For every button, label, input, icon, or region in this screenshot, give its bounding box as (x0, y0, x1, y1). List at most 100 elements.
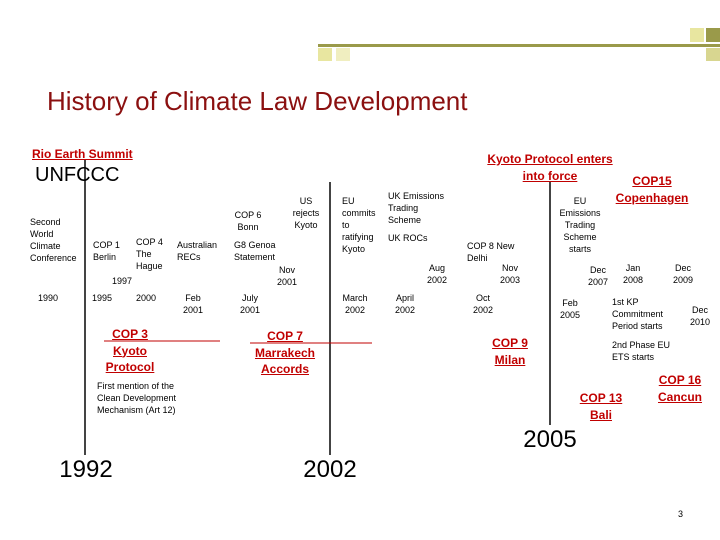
label-line: Second (30, 217, 61, 227)
label-line: 2002 (303, 456, 357, 483)
label-line: COP 4 (136, 237, 163, 247)
label-line: into force (522, 168, 578, 183)
label: Rio Earth Summit (32, 146, 133, 163)
label: US rejects Kyoto (293, 195, 320, 231)
label-line: Marrakech (254, 345, 316, 360)
label-line: Mechanism (Art 12) (97, 405, 176, 415)
label-line: Milan (494, 352, 526, 367)
label-line: UK ROCs (388, 233, 428, 243)
square (706, 48, 720, 61)
label-line: 2001 (276, 277, 298, 287)
label-line: COP 3 (112, 327, 148, 341)
label-line: ratifying (342, 232, 374, 242)
label-line: COP 1 (93, 240, 120, 250)
label-line: Rio Earth Summit (32, 147, 133, 161)
label: COP 16 Cancun (658, 372, 702, 405)
top-band (318, 44, 720, 47)
label-line: Aug (428, 263, 445, 273)
label: EU commits to ratifying Kyoto (342, 195, 376, 255)
label-line: UK Emissions (388, 191, 445, 201)
label: Oct 2002 (473, 292, 493, 316)
label-line: starts (568, 244, 592, 254)
label: Nov 2001 (277, 264, 297, 288)
label-line: 2001 (182, 305, 204, 315)
label: 1997 (112, 275, 132, 287)
label-line: 2000 (136, 293, 157, 303)
label-line: commits (342, 208, 376, 218)
label-line: 2009 (672, 275, 694, 285)
label-line: 2008 (622, 275, 644, 285)
label-line: rejects (292, 208, 320, 218)
label: Feb 2001 (183, 292, 203, 316)
label: 2002 (303, 456, 356, 484)
label-line: March (342, 293, 368, 303)
label-line: COP 6 (234, 210, 262, 220)
label-line: Copenhagen (615, 190, 689, 205)
label-line: COP 8 New (467, 241, 515, 251)
label: UK ROCs (388, 232, 428, 244)
label: EU Emissions Trading Scheme starts (559, 195, 600, 255)
label-line: Feb (562, 298, 578, 308)
label-line: COP 13 (579, 391, 623, 405)
label-line: Bonn (237, 222, 259, 232)
label: 3 (678, 508, 683, 520)
label-line: Jan (625, 263, 641, 273)
label-line: Berlin (93, 252, 117, 262)
label: 1990 (38, 292, 58, 304)
label-line: Accords (260, 362, 310, 376)
label-line: World (30, 229, 54, 239)
label-line: 1997 (112, 276, 133, 286)
label: COP 7 Marrakech Accords (255, 328, 315, 378)
label-line: 1995 (92, 293, 113, 303)
label-line: April (395, 293, 414, 303)
square (336, 48, 350, 61)
label: July 2001 (240, 292, 260, 316)
label-line: to (342, 220, 350, 230)
label-line: Dec (589, 265, 606, 275)
label-line: COP15 (632, 174, 672, 188)
label: COP 13 Bali (580, 390, 622, 423)
label: 1st KP Commitment Period starts (612, 296, 663, 332)
label: Dec 2007 (588, 264, 608, 288)
label-line: 2010 (689, 317, 711, 327)
label: COP 4 The Hague (136, 236, 163, 272)
label: Dec 2010 (690, 304, 710, 328)
label-line: Dec (691, 305, 708, 315)
label-line: 2002 (472, 305, 494, 315)
label-line: July (241, 293, 258, 303)
label-line: Oct (475, 293, 490, 303)
label-line: ETS starts (612, 352, 655, 362)
slide-title: History of Climate Law Development (47, 86, 468, 116)
label-line: 2002 (344, 305, 366, 315)
label-line: 2002 (426, 275, 448, 285)
label: 1992 (59, 456, 112, 484)
label: COP15 Copenhagen (616, 173, 689, 206)
label-line: Climate (30, 241, 61, 251)
label-line: Feb (185, 293, 201, 303)
label: COP 1 Berlin (93, 239, 120, 263)
label-line: 2007 (587, 277, 609, 287)
label-line: RECs (177, 252, 201, 262)
label: Second World Climate Conference (30, 216, 77, 264)
label-line: 1992 (59, 456, 113, 483)
label-line: 2005 (559, 310, 581, 320)
label-line: Kyoto (112, 343, 147, 358)
label-line: Scheme (388, 215, 422, 225)
label-line: Bali (589, 407, 612, 422)
label: Australian RECs (177, 239, 217, 263)
label-line: UNFCCC (35, 164, 120, 186)
label-line: EU (573, 196, 587, 206)
label: G8 Genoa Statement (234, 239, 276, 263)
label-line: COP 16 (658, 373, 702, 387)
square (690, 28, 704, 42)
label-line: Trading (388, 203, 419, 213)
label: Feb 2005 (560, 297, 580, 321)
label-line: 1990 (38, 293, 59, 303)
label-line: US (299, 196, 313, 206)
label: Dec 2009 (673, 262, 693, 286)
label-line: Statement (234, 252, 276, 262)
label: Kyoto Protocol enters into force (487, 151, 612, 184)
label-line: 2002 (394, 305, 416, 315)
label-line: The (136, 249, 152, 259)
label-line: Cancun (657, 389, 703, 404)
